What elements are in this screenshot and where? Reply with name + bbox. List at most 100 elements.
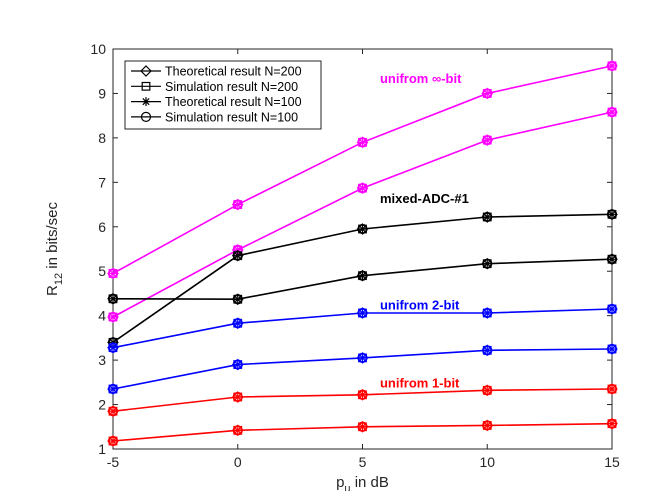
y-tick-label: 6 bbox=[98, 219, 106, 235]
data-point bbox=[606, 343, 618, 355]
x-axis-label-sub: u bbox=[344, 483, 350, 491]
data-point-marker-circle bbox=[482, 135, 493, 146]
legend-label: Simulation result N=200 bbox=[165, 80, 298, 94]
data-point bbox=[231, 391, 244, 403]
data-point bbox=[356, 223, 369, 235]
data-point-marker-asterisk-d2 bbox=[358, 423, 367, 431]
data-point-marker-circle bbox=[482, 345, 493, 356]
data-point bbox=[107, 405, 119, 418]
data-point bbox=[107, 435, 119, 447]
data-point-marker-circle bbox=[606, 107, 618, 118]
data-point-marker-circle bbox=[232, 425, 243, 436]
y-axis-label: R12 in bits/sec bbox=[44, 202, 65, 296]
data-point-marker-circle bbox=[482, 258, 493, 269]
data-point-marker-asterisk-d2 bbox=[358, 184, 367, 192]
data-point-marker-asterisk bbox=[607, 384, 617, 394]
data-point-marker-asterisk-d2 bbox=[608, 385, 616, 393]
series-5 bbox=[107, 343, 618, 395]
data-point-marker-asterisk bbox=[607, 344, 617, 354]
y-axis-label-rest: in bits/sec bbox=[44, 202, 61, 273]
data-point-marker-asterisk-d2 bbox=[608, 255, 616, 263]
data-point-marker-asterisk-d2 bbox=[109, 313, 117, 321]
data-point-marker-asterisk bbox=[358, 390, 367, 400]
data-point-marker-circle bbox=[107, 268, 119, 279]
series-annotation-2: unifrom 2-bit bbox=[380, 298, 460, 313]
legend-marker bbox=[141, 81, 151, 91]
y-tick-label: 7 bbox=[98, 174, 106, 190]
series-4 bbox=[107, 303, 618, 354]
data-point-marker-asterisk bbox=[482, 135, 492, 145]
data-point bbox=[356, 388, 369, 401]
data-point-marker-asterisk-d2 bbox=[109, 385, 117, 393]
data-point-marker-asterisk-d2 bbox=[234, 252, 242, 260]
data-point-marker-circle bbox=[357, 307, 368, 319]
data-point-marker-circle bbox=[482, 211, 493, 223]
data-point-marker-circle bbox=[606, 418, 618, 429]
data-point-marker-circle bbox=[357, 352, 368, 363]
data-point-marker-asterisk-d2 bbox=[234, 426, 242, 434]
data-point-marker-circle bbox=[482, 385, 493, 396]
data-point-marker-circle bbox=[606, 209, 618, 220]
data-point-marker-asterisk-d2 bbox=[109, 407, 117, 415]
x-tick-label: 5 bbox=[359, 454, 367, 470]
legend-marker bbox=[140, 111, 152, 123]
x-tick-label: 10 bbox=[479, 454, 495, 470]
data-point bbox=[481, 134, 494, 146]
data-point-marker-asterisk-d2 bbox=[234, 360, 242, 369]
x-axis-label: pu in dB bbox=[336, 474, 389, 491]
data-point bbox=[231, 358, 244, 371]
data-point-marker-circle bbox=[107, 383, 119, 395]
data-point-marker-asterisk-d2 bbox=[358, 138, 367, 146]
data-point-marker-asterisk-d2 bbox=[483, 346, 491, 354]
data-point-marker-circle bbox=[232, 250, 243, 261]
data-point-marker-asterisk bbox=[482, 212, 492, 222]
data-point-marker-asterisk bbox=[233, 360, 243, 370]
data-point bbox=[107, 267, 119, 280]
data-point bbox=[481, 211, 494, 223]
x-tick-label: 0 bbox=[234, 454, 242, 470]
legend-box bbox=[124, 60, 322, 130]
data-point-marker-circle bbox=[107, 293, 119, 304]
data-point-marker-asterisk bbox=[233, 294, 243, 304]
data-point bbox=[107, 311, 119, 323]
data-point-marker-asterisk bbox=[482, 345, 492, 355]
data-point-marker-circle bbox=[232, 391, 243, 403]
y-tick-label: 8 bbox=[98, 130, 106, 146]
data-point-marker-asterisk-d2 bbox=[608, 305, 616, 313]
data-point-marker-asterisk bbox=[358, 183, 367, 193]
data-point-marker-circle bbox=[606, 254, 618, 265]
series-annotation-0: unifrom ∞-bit bbox=[380, 71, 462, 86]
x-axis-label-rest: in dB bbox=[351, 474, 389, 491]
data-point-marker-circle bbox=[606, 343, 618, 355]
data-point-marker-asterisk bbox=[358, 137, 367, 147]
data-point-marker-circle bbox=[107, 311, 119, 323]
y-tick-label: 9 bbox=[98, 85, 106, 101]
data-point-marker-asterisk-d2 bbox=[234, 200, 242, 209]
y-tick-label: 5 bbox=[98, 263, 106, 279]
data-point bbox=[107, 292, 119, 305]
data-point bbox=[606, 417, 618, 430]
series-7 bbox=[107, 417, 618, 447]
data-point-marker-asterisk bbox=[607, 304, 617, 314]
data-point-marker-asterisk bbox=[108, 406, 118, 416]
legend-marker bbox=[141, 97, 151, 107]
data-point-marker-circle bbox=[232, 294, 243, 305]
data-point-marker-circle bbox=[107, 435, 119, 447]
data-point-marker-asterisk bbox=[607, 107, 617, 117]
legend-label: Theoretical result N=100 bbox=[165, 95, 302, 109]
y-tick-label: 2 bbox=[98, 397, 106, 413]
x-axis-label-main: p bbox=[336, 474, 344, 491]
data-point-marker-circle bbox=[357, 137, 368, 148]
data-point-marker-asterisk bbox=[358, 422, 367, 432]
data-point-marker-asterisk-d2 bbox=[608, 345, 616, 353]
data-point-marker-asterisk-d2 bbox=[358, 354, 367, 362]
data-point bbox=[606, 106, 618, 118]
data-point-marker-asterisk-d2 bbox=[608, 108, 616, 116]
legend-entry: Theoretical result N=200 bbox=[131, 65, 302, 79]
data-point-marker-asterisk bbox=[482, 308, 492, 318]
data-point bbox=[606, 253, 618, 266]
data-point-marker-asterisk bbox=[108, 384, 118, 394]
